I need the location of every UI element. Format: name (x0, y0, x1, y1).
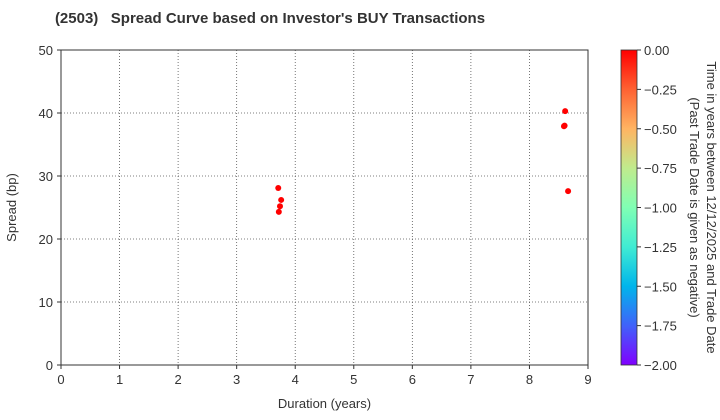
grid-lines (61, 50, 588, 365)
y-tick-label: 40 (39, 106, 53, 121)
colorbar-tick-label: −1.00 (644, 201, 677, 216)
colorbar-tick-label: −0.50 (644, 122, 677, 137)
chart-title: (2503) Spread Curve based on Investor's … (54, 10, 486, 27)
colorbar-label-line2: (Past Trade Date is given as negative) (687, 97, 702, 317)
y-tick-label: 10 (39, 295, 53, 310)
colorbar-tick-label: −1.25 (644, 240, 677, 255)
data-points (275, 108, 572, 215)
data-point (275, 208, 282, 215)
colorbar-tick-label: −0.25 (644, 82, 677, 97)
colorbar-tick-label: −0.75 (644, 161, 677, 176)
y-tick-label: 20 (39, 232, 53, 247)
colorbar-tick-label: −1.50 (644, 279, 677, 294)
y-tick-label: 50 (39, 43, 53, 58)
x-tick-label: 3 (233, 372, 240, 387)
x-tick-label: 8 (526, 372, 533, 387)
x-tick-label: 0 (57, 372, 64, 387)
colorbar-ticks: 0.00 −0.25 −0.50 −0.75 −1.00 −1.25 −1.50 −1.75 −… (637, 43, 677, 373)
colorbar (620, 49, 638, 366)
y-tick-label: 0 (46, 358, 53, 373)
x-tick-label: 2 (174, 372, 181, 387)
data-point (275, 184, 282, 191)
data-point (562, 108, 569, 115)
x-tick-label: 9 (584, 372, 591, 387)
axis-ticks: 0 1 2 3 4 5 6 7 8 9 0 10 20 30 40 50 (39, 43, 592, 387)
x-tick-label: 7 (467, 372, 474, 387)
x-tick-label: 1 (116, 372, 123, 387)
plot-frame (60, 49, 589, 366)
x-tick-label: 6 (409, 372, 416, 387)
data-point (278, 196, 285, 203)
x-tick-label: 4 (292, 372, 299, 387)
colorbar-label-line1: Time in years between 12/12/2025 and Tra… (704, 61, 719, 353)
colorbar-tick-label: 0.00 (644, 43, 669, 58)
data-point (565, 188, 572, 195)
y-axis-label: Spread (bp) (4, 173, 19, 242)
y-tick-label: 30 (39, 169, 53, 184)
colorbar-tick-label: −1.75 (644, 319, 677, 334)
data-point (561, 122, 568, 129)
colorbar-tick-label: −2.00 (644, 358, 677, 373)
x-tick-label: 5 (350, 372, 357, 387)
x-axis-label: Duration (years) (278, 396, 371, 411)
data-point (276, 203, 283, 210)
